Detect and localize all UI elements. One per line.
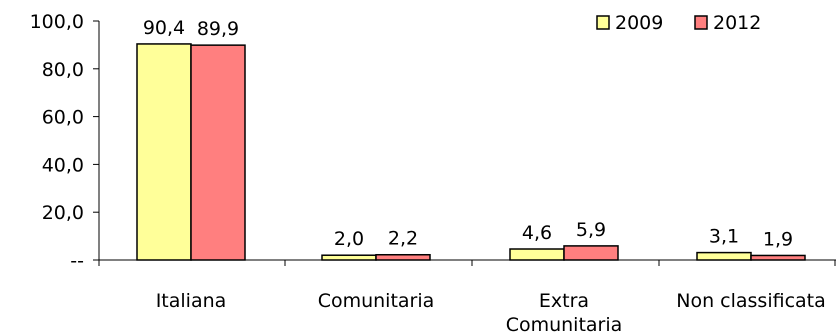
- data-label: 2,2: [388, 228, 418, 250]
- y-tick-label: 80,0: [42, 59, 84, 81]
- bar-2009-1: [321, 254, 377, 261]
- legend-label: 2012: [713, 12, 761, 34]
- x-tick-label: Extra: [539, 290, 589, 312]
- data-label: 2,0: [334, 228, 364, 250]
- x-tick-label: Non classificata: [676, 290, 826, 312]
- data-label: 90,4: [143, 17, 185, 39]
- data-label: 4,6: [522, 222, 552, 244]
- y-tick-label: 60,0: [42, 107, 84, 129]
- data-label: 1,9: [763, 228, 793, 250]
- data-label: 89,9: [197, 18, 239, 40]
- bar-2012-2: [563, 245, 619, 261]
- x-tick-label: Comunitaria: [506, 314, 623, 336]
- y-tick-label: 40,0: [42, 154, 84, 176]
- x-tick-label: Comunitaria: [318, 290, 435, 312]
- bar-2009-3: [696, 251, 752, 261]
- bar-2012-1: [375, 253, 431, 261]
- legend-label: 2009: [615, 12, 663, 34]
- bar-2009-2: [509, 248, 565, 261]
- bar-2009-0: [136, 43, 192, 261]
- data-label: 3,1: [709, 226, 739, 248]
- x-tick-label: Italiana: [156, 290, 227, 312]
- data-label: 5,9: [576, 219, 606, 241]
- bar-2012-3: [750, 254, 806, 261]
- legend-swatch: [694, 15, 708, 30]
- bar-2012-0: [190, 44, 246, 261]
- y-tick-label: --: [70, 250, 84, 272]
- y-tick-label: 100,0: [30, 11, 84, 33]
- legend-swatch: [596, 15, 610, 30]
- y-tick-label: 20,0: [42, 202, 84, 224]
